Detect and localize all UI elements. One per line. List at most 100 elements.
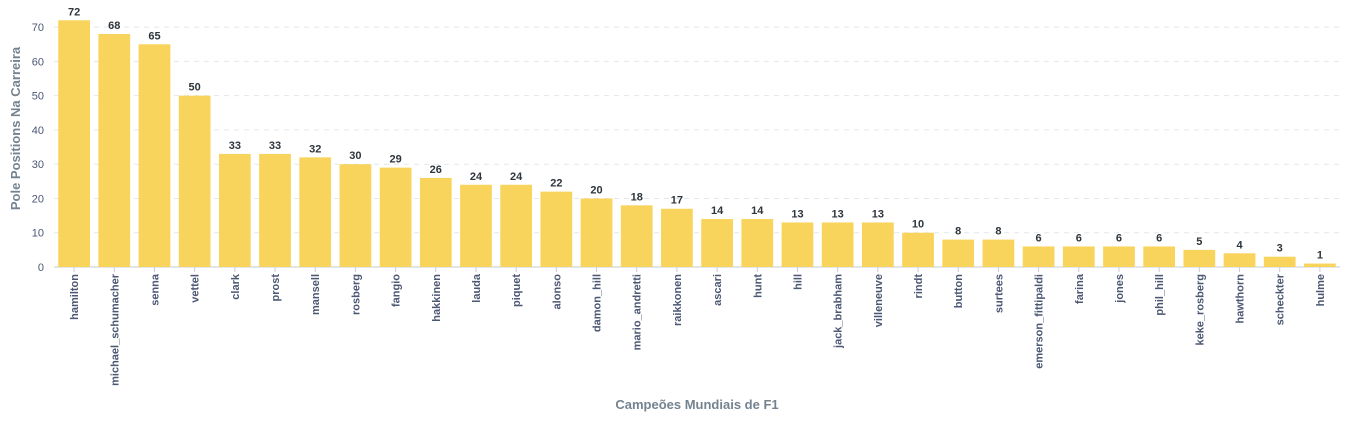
x-tick-label: hunt [752,274,764,298]
data-label: 14 [751,205,764,217]
data-label: 65 [148,30,160,42]
bar-villeneuve [861,222,894,267]
x-tick-label: rosberg [350,274,362,315]
bar-jones [1103,246,1135,267]
x-tick-label: villeneuve [873,274,885,327]
data-label: 22 [550,178,562,190]
x-tick-label: hamilton [69,274,81,320]
bar-jack_brabham [821,222,854,267]
bar-raikkonen [661,208,693,267]
bar-keke_rosberg [1183,249,1216,267]
x-tick-label: jones [1114,274,1126,304]
data-label: 8 [955,226,961,238]
data-label: 68 [108,20,120,32]
data-label: 72 [68,6,80,18]
bar-button [942,239,975,267]
x-tick-label: vettel [190,274,202,303]
bar-scheckter [1263,256,1296,267]
bar-fangio [379,167,412,267]
bar-hill [781,222,814,267]
bar-surtees [982,239,1015,267]
data-label: 6 [1036,232,1042,244]
x-tick-label: lauda [471,273,483,303]
bar-hawthorn [1223,253,1256,267]
data-label: 6 [1076,232,1082,244]
data-label: 20 [590,184,602,196]
x-tick-label: jack_brabham [833,274,845,349]
x-tick-label: mansell [310,274,322,315]
y-axis-title: Pole Positions Na Carreira [8,46,23,210]
data-label: 50 [189,82,201,94]
x-tick-label: ascari [712,274,724,306]
bar-prost [259,153,291,267]
y-axis-ticks: 0 10 20 30 40 50 60 70 [32,22,44,274]
x-axis-ticks: hamilton michael_schumacher senna vettel cla… [69,267,1327,386]
data-label: 4 [1236,239,1243,251]
bar-hulme [1304,263,1336,267]
bar-hakkinen [419,177,452,267]
bar-alonso [540,191,573,267]
bar-michael_schumacher [98,33,131,268]
bar-rosberg [339,164,372,267]
x-tick-label: hawthorn [1235,274,1247,324]
x-tick-label: prost [270,274,282,302]
x-tick-label: scheckter [1275,273,1287,325]
bar-piquet [500,184,533,267]
x-tick-label: michael_schumacher [109,273,121,386]
x-tick-label: rindt [913,274,925,299]
bar-farina [1062,246,1095,267]
x-tick-label: emerson_fittipaldi [1034,274,1046,369]
x-axis-title: Campeões Mundiais de F1 [615,397,778,412]
y-tick-label: 60 [32,56,44,68]
x-tick-label: clark [230,273,242,300]
x-tick-label: button [953,274,965,308]
data-label: 10 [912,219,924,231]
y-tick-label: 50 [32,91,44,103]
y-tick-label: 20 [32,193,44,205]
bar-hamilton [58,20,90,268]
bar-rindt [902,232,934,267]
data-label: 33 [229,140,241,152]
bar-damon_hill [580,198,613,267]
data-label: 6 [1156,232,1162,244]
x-tick-label: hakkinen [431,274,443,322]
bar-mansell [299,157,332,267]
data-label: 32 [309,143,321,155]
x-tick-label: piquet [511,274,523,307]
bar-senna [138,44,171,268]
data-label: 24 [510,171,523,183]
x-tick-label: hulme [1315,274,1327,306]
data-label: 18 [631,191,643,203]
data-label: 26 [430,164,442,176]
x-tick-label: mario_andretti [632,274,644,350]
x-tick-label: keke_rosberg [1194,274,1206,346]
bar-hunt [741,219,774,267]
x-tick-label: farina [1074,273,1086,304]
data-label: 30 [349,150,361,162]
data-label: 8 [995,226,1001,238]
data-label: 29 [389,154,401,166]
x-tick-label: damon_hill [592,274,604,332]
y-tick-label: 40 [32,125,44,137]
x-tick-label: surtees [993,274,1005,313]
bar-vettel [178,95,211,268]
data-label: 3 [1277,243,1283,255]
data-label: 6 [1116,232,1122,244]
x-tick-label: phil_hill [1154,274,1166,316]
x-tick-label: hill [792,274,804,290]
bar-clark [218,153,251,267]
data-label: 14 [711,205,724,217]
bar-ascari [701,219,733,267]
x-tick-label: alonso [551,274,563,310]
data-label: 5 [1196,236,1202,248]
bars [58,20,1336,268]
bar-phil_hill [1143,246,1176,267]
data-label: 13 [832,208,844,220]
data-label: 13 [791,208,803,220]
x-tick-label: senna [149,273,161,306]
data-label: 13 [872,208,884,220]
data-label: 17 [671,195,683,207]
y-tick-label: 0 [38,262,44,274]
